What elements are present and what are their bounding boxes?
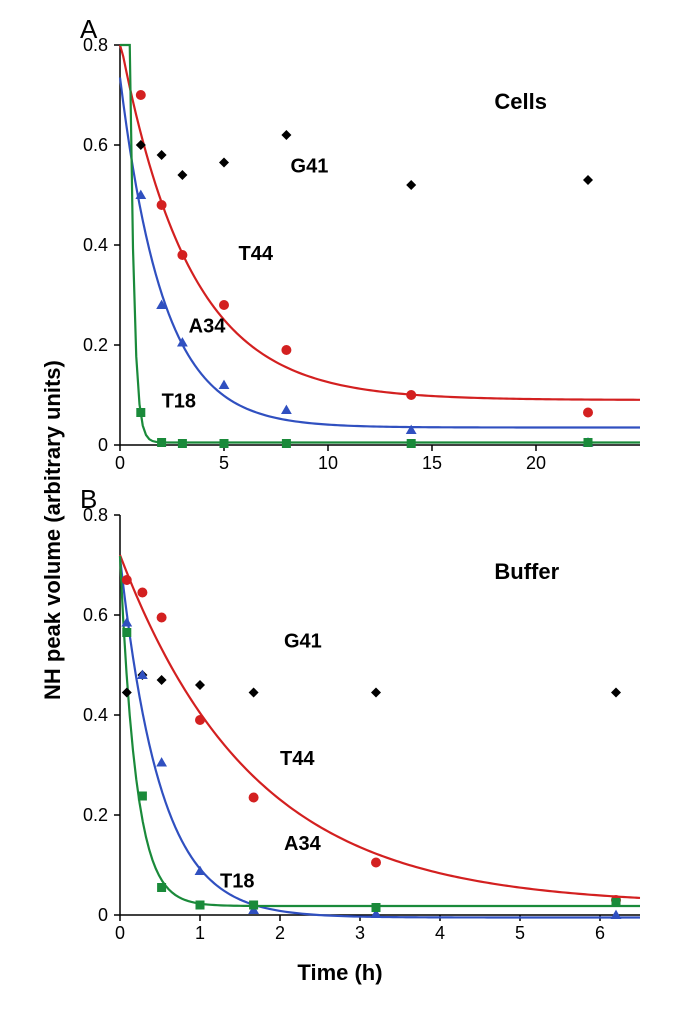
series-label-T44: T44	[239, 243, 274, 265]
marker-diamond	[157, 150, 167, 160]
svg-text:20: 20	[526, 453, 546, 473]
marker-square	[372, 903, 381, 912]
marker-square	[282, 439, 291, 448]
series-label-A34: A34	[284, 833, 322, 855]
panel-letter-A: A	[80, 14, 97, 45]
marker-circle	[177, 250, 187, 260]
marker-square	[178, 439, 187, 448]
panel-title-B: Buffer	[494, 559, 559, 584]
svg-text:10: 10	[318, 453, 338, 473]
curve-T44	[120, 555, 640, 898]
marker-diamond	[281, 130, 291, 140]
series-label-T18: T18	[220, 871, 254, 893]
marker-diamond	[583, 175, 593, 185]
x-axis-label: Time (h)	[0, 960, 680, 986]
marker-triangle	[219, 380, 230, 389]
marker-square	[136, 408, 145, 417]
marker-diamond	[157, 675, 167, 685]
svg-text:3: 3	[355, 923, 365, 943]
svg-text:5: 5	[219, 453, 229, 473]
marker-square	[612, 898, 621, 907]
panel-B: 012345600.20.40.60.8BufferG41T44A34T18	[83, 505, 640, 943]
svg-text:0: 0	[115, 923, 125, 943]
series-label-A34: A34	[189, 316, 227, 338]
marker-diamond	[611, 688, 621, 698]
marker-square	[407, 439, 416, 448]
marker-square	[122, 628, 131, 637]
svg-text:0.2: 0.2	[83, 805, 108, 825]
marker-circle	[371, 858, 381, 868]
marker-circle	[195, 715, 205, 725]
svg-text:0: 0	[98, 435, 108, 455]
curve-T44	[120, 45, 640, 400]
marker-circle	[137, 588, 147, 598]
svg-text:0.2: 0.2	[83, 335, 108, 355]
marker-circle	[406, 390, 416, 400]
marker-circle	[219, 300, 229, 310]
marker-square	[138, 792, 147, 801]
y-axis-label: NH peak volume (arbitrary units)	[40, 360, 66, 700]
svg-text:0.6: 0.6	[83, 135, 108, 155]
svg-text:5: 5	[515, 923, 525, 943]
panel-letter-B: B	[80, 484, 97, 515]
series-label-G41: G41	[284, 631, 322, 653]
marker-square	[249, 901, 258, 910]
marker-triangle	[195, 866, 206, 875]
marker-diamond	[406, 180, 416, 190]
marker-square	[196, 901, 205, 910]
svg-text:0: 0	[98, 905, 108, 925]
series-label-T44: T44	[280, 748, 315, 770]
svg-text:2: 2	[275, 923, 285, 943]
marker-triangle	[281, 405, 292, 414]
chart-svg: 0510152000.20.40.60.8CellsG41T44A34T1801…	[0, 0, 680, 1016]
svg-text:0.4: 0.4	[83, 235, 108, 255]
marker-circle	[281, 345, 291, 355]
marker-square	[157, 438, 166, 447]
marker-circle	[249, 793, 259, 803]
curve-A34	[120, 78, 640, 428]
marker-square	[220, 439, 229, 448]
marker-square	[584, 438, 593, 447]
svg-text:15: 15	[422, 453, 442, 473]
svg-text:1: 1	[195, 923, 205, 943]
marker-diamond	[371, 688, 381, 698]
marker-diamond	[122, 688, 132, 698]
marker-circle	[583, 408, 593, 418]
svg-text:0.6: 0.6	[83, 605, 108, 625]
curve-T18	[120, 556, 640, 906]
svg-text:0.4: 0.4	[83, 705, 108, 725]
svg-text:4: 4	[435, 923, 445, 943]
curve-T18	[120, 45, 640, 443]
series-label-T18: T18	[162, 391, 196, 413]
panel-title-A: Cells	[494, 89, 547, 114]
marker-diamond	[219, 158, 229, 168]
marker-diamond	[195, 680, 205, 690]
marker-diamond	[249, 688, 259, 698]
marker-square	[157, 883, 166, 892]
marker-circle	[157, 200, 167, 210]
marker-triangle	[156, 757, 167, 766]
panel-A: 0510152000.20.40.60.8CellsG41T44A34T18	[83, 35, 640, 473]
series-label-G41: G41	[291, 156, 329, 178]
svg-text:6: 6	[595, 923, 605, 943]
marker-diamond	[177, 170, 187, 180]
marker-circle	[122, 575, 132, 585]
marker-circle	[136, 90, 146, 100]
marker-circle	[157, 613, 167, 623]
svg-text:0: 0	[115, 453, 125, 473]
